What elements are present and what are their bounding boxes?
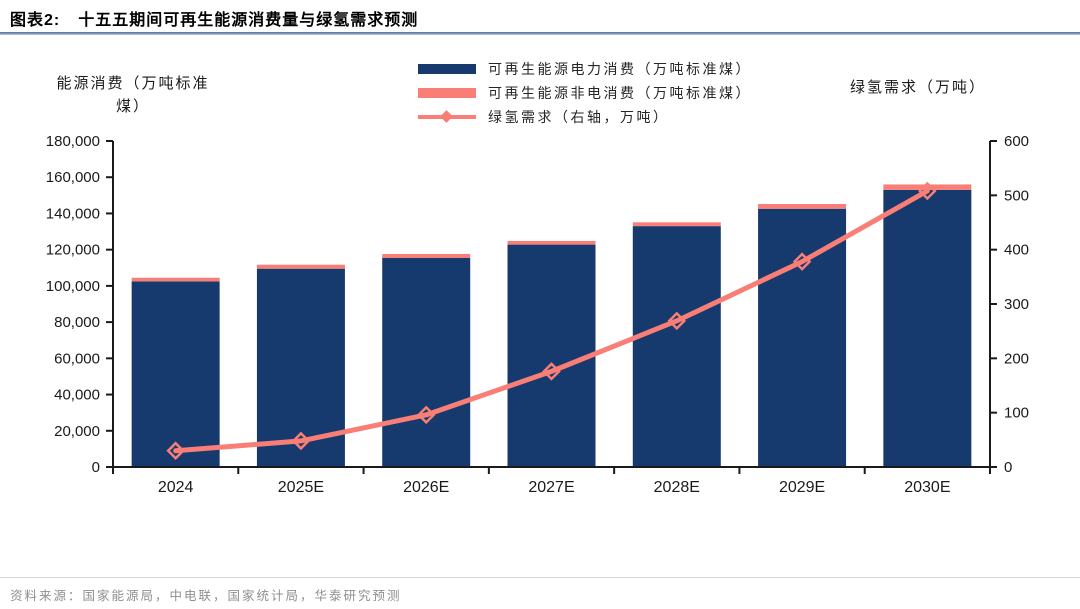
y-right-tick-label: 0 [1004, 459, 1012, 476]
y-left-tick-label: 80,000 [54, 314, 100, 331]
y-left-tick-label: 20,000 [54, 423, 100, 440]
x-tick-label-2028E: 2028E [654, 479, 700, 496]
bar-nonelectric-2024 [131, 277, 220, 282]
nonelectric-bar-swatch-icon [418, 87, 476, 98]
hydrogen-demand-line [173, 188, 930, 454]
line-marker-2025E [291, 431, 311, 451]
y-left-tick-label: 100,000 [46, 278, 100, 295]
y-left-tick-label: 160,000 [46, 169, 100, 186]
left-axis-title-line1: 能源消费（万吨标准 [56, 75, 210, 92]
x-tick-label-2025E: 2025E [278, 479, 324, 496]
bar-electric-2024 [131, 281, 220, 467]
line-marker-2030E [918, 181, 937, 201]
x-tick-label-2027E: 2027E [528, 479, 574, 496]
bar-nonelectric-2027E [507, 240, 596, 245]
y-left-tick-label: 40,000 [54, 387, 100, 404]
bar-nonelectric-2030E [883, 184, 972, 190]
bar-nonelectric-2025E [256, 264, 345, 269]
left-axis-title-line2: 煤） [115, 98, 150, 115]
line-marker-2026E [416, 405, 436, 425]
y-left-tick-label: 0 [92, 459, 100, 476]
x-tick-label-2024: 2024 [158, 479, 194, 496]
line-marker-2027E [542, 362, 561, 381]
bar-nonelectric-2026E [382, 254, 471, 258]
title-divider [0, 32, 1080, 35]
legend: 可再生能源电力消费（万吨标准煤） 可再生能源非电消费（万吨标准煤） 绿氢需求（右… [418, 60, 752, 132]
bar-nonelectric-2028E [632, 222, 721, 227]
footer-divider [0, 577, 1080, 578]
y-left-tick-label: 120,000 [46, 242, 100, 259]
legend-item-hydrogen: 绿氢需求（右轴，万吨） [418, 108, 752, 125]
y-right-tick-label: 100 [1004, 405, 1029, 422]
bar-electric-2028E [632, 226, 721, 467]
y-right-tick-label: 600 [1004, 133, 1029, 150]
x-tick-label-2029E: 2029E [779, 479, 825, 496]
bar-electric-2025E [256, 268, 345, 467]
bar-electric-2029E [758, 208, 847, 468]
line-marker-2029E [792, 252, 812, 271]
legend-label-nonelectric: 可再生能源非电消费（万吨标准煤） [488, 84, 752, 101]
x-tick-label-2030E: 2030E [904, 479, 950, 496]
y-right-tick-label: 300 [1004, 296, 1029, 313]
line-marker-2024 [166, 441, 185, 460]
bar-electric-2030E [883, 189, 972, 467]
source-note: 资料来源：国家能源局，中电联，国家统计局，华泰研究预测 [10, 589, 402, 603]
electric-bar-swatch-icon [418, 63, 476, 74]
y-left-tick-label: 140,000 [46, 205, 100, 222]
figure-title-text: 十五五期间可再生能源消费量与绿氢需求预测 [78, 12, 419, 29]
bar-electric-2027E [507, 244, 596, 467]
hydrogen-line-swatch-icon [418, 109, 476, 124]
figure-tag: 图表2: [10, 12, 61, 29]
y-left-tick-label: 180,000 [46, 133, 100, 150]
x-tick-label-2026E: 2026E [403, 479, 449, 496]
y-right-tick-label: 400 [1004, 242, 1029, 259]
legend-item-electric: 可再生能源电力消费（万吨标准煤） [418, 60, 752, 77]
right-axis-title: 绿氢需求（万吨） [849, 79, 986, 96]
legend-label-electric: 可再生能源电力消费（万吨标准煤） [488, 60, 752, 77]
legend-item-nonelectric: 可再生能源非电消费（万吨标准煤） [418, 84, 752, 101]
line-marker-2028E [667, 311, 687, 331]
legend-label-hydrogen: 绿氢需求（右轴，万吨） [488, 108, 670, 125]
y-right-tick-label: 200 [1004, 350, 1029, 367]
bar-nonelectric-2029E [758, 204, 847, 209]
y-right-tick-label: 500 [1004, 187, 1029, 204]
y-left-tick-label: 60,000 [54, 350, 100, 367]
figure-title: 图表2: 十五五期间可再生能源消费量与绿氢需求预测 [10, 6, 418, 30]
bar-electric-2026E [382, 257, 471, 467]
left-axis-title: 能源消费（万吨标准 煤） [26, 72, 240, 118]
